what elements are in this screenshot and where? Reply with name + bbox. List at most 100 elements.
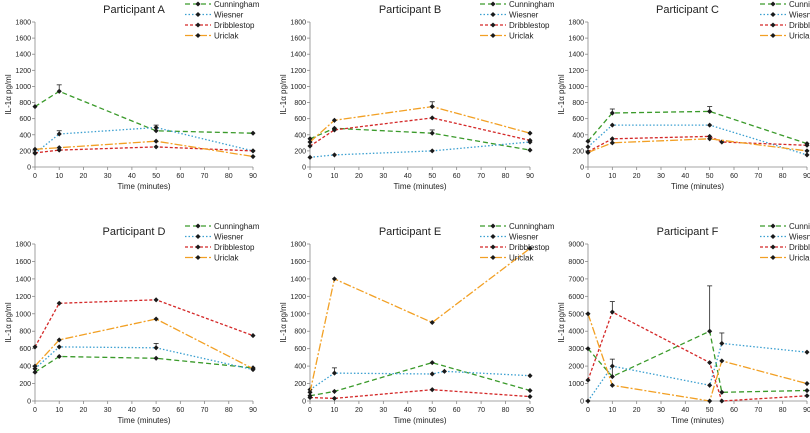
y-tick-label: 1000 (290, 311, 306, 318)
series-wiesner (307, 367, 533, 393)
series-line-uriclak (34, 318, 254, 370)
series-dribblestop (585, 301, 810, 404)
x-axis-label: Time (minutes) (671, 416, 724, 425)
legend-marker (770, 11, 776, 18)
x-tick-label: 60 (453, 407, 461, 414)
x-axis-label: Time (minutes) (117, 416, 170, 425)
series-wiesner (307, 139, 533, 160)
y-tick-label: 1800 (290, 20, 306, 27)
legend-label: Uriclak (509, 254, 534, 263)
data-point (32, 369, 38, 375)
y-tick-label: 800 (19, 329, 31, 336)
x-tick-label: 50 (152, 407, 160, 414)
data-point (609, 309, 615, 315)
y-tick-label: 400 (19, 132, 31, 139)
data-point (307, 394, 313, 401)
series-uriclak (585, 136, 810, 156)
y-tick-label: 1200 (568, 68, 584, 75)
series-wiesner (585, 332, 810, 404)
legend-marker (195, 32, 201, 39)
legend-marker (195, 1, 201, 7)
legend-marker (195, 22, 201, 28)
data-point (331, 370, 337, 376)
data-point (56, 344, 62, 350)
data-point (307, 143, 313, 149)
series-uriclak (585, 311, 810, 404)
data-point (429, 104, 435, 110)
x-tick-label: 50 (152, 173, 160, 180)
y-tick-label: 800 (294, 329, 306, 336)
x-tick-label: 0 (586, 173, 590, 180)
data-point (153, 124, 159, 131)
chart-panel-1: Participant A020040060080010001200140016… (4, 0, 260, 191)
y-tick-label: 0 (27, 399, 31, 406)
legend-label: Dribblestop (789, 243, 810, 252)
legend-marker (770, 254, 776, 261)
data-point (32, 146, 38, 152)
series-line-dribblestop (34, 299, 254, 348)
legend-marker (490, 233, 496, 240)
y-tick-label: 0 (27, 165, 31, 172)
data-point (429, 148, 435, 154)
x-tick-label: 20 (80, 407, 88, 414)
x-tick-label: 20 (633, 407, 641, 414)
y-tick-label: 400 (19, 364, 31, 371)
data-point (153, 297, 159, 303)
y-tick-label: 1200 (290, 294, 306, 301)
y-tick-label: 1800 (290, 242, 306, 249)
y-tick-label: 1200 (290, 68, 306, 75)
y-tick-label: 800 (294, 100, 306, 107)
legend-marker (195, 244, 201, 250)
data-point (331, 276, 337, 282)
y-tick-label: 800 (19, 100, 31, 107)
legend-label: Cunningham (789, 222, 810, 231)
data-point (56, 88, 62, 94)
x-tick-label: 80 (502, 407, 510, 414)
x-tick-label: 90 (526, 173, 534, 180)
legend-marker (195, 233, 201, 240)
series-uriclak (307, 245, 533, 395)
legend-marker (490, 223, 496, 229)
series-cunningham (32, 84, 256, 136)
x-tick-label: 80 (779, 173, 787, 180)
series-line-wiesner (34, 126, 254, 154)
chart-panel-2: Participant B020040060080010001200140016… (279, 0, 555, 191)
data-point (250, 153, 256, 160)
series-line-cunningham (587, 110, 808, 145)
y-tick-label: 1600 (290, 36, 306, 43)
data-point (527, 394, 533, 400)
y-tick-label: 1400 (15, 52, 31, 59)
y-tick-label: 600 (572, 116, 584, 123)
y-tick-label: 200 (294, 148, 306, 155)
x-tick-label: 30 (104, 173, 112, 180)
data-point (585, 377, 591, 383)
y-axis-label: IL-1α pg/ml (557, 302, 566, 342)
series-dribblestop (32, 297, 256, 350)
y-tick-label: 6000 (568, 294, 584, 301)
y-tick-label: 1000 (290, 84, 306, 91)
series-line-wiesner (34, 346, 254, 371)
y-tick-label: 5000 (568, 311, 584, 318)
y-axis-label: IL-1α pg/ml (557, 74, 566, 114)
data-point (331, 152, 337, 158)
chart-title: Participant F (657, 226, 719, 238)
legend-marker (490, 32, 496, 39)
data-point (527, 130, 533, 136)
y-tick-label: 0 (302, 165, 306, 172)
data-point (707, 108, 713, 114)
x-tick-label: 10 (331, 173, 339, 180)
y-tick-label: 400 (572, 132, 584, 139)
legend-marker (490, 254, 496, 261)
data-point (609, 140, 615, 146)
x-tick-label: 70 (754, 173, 762, 180)
y-tick-label: 1600 (15, 36, 31, 43)
data-point (429, 130, 435, 136)
legend-marker (770, 32, 776, 39)
data-point (153, 138, 159, 144)
